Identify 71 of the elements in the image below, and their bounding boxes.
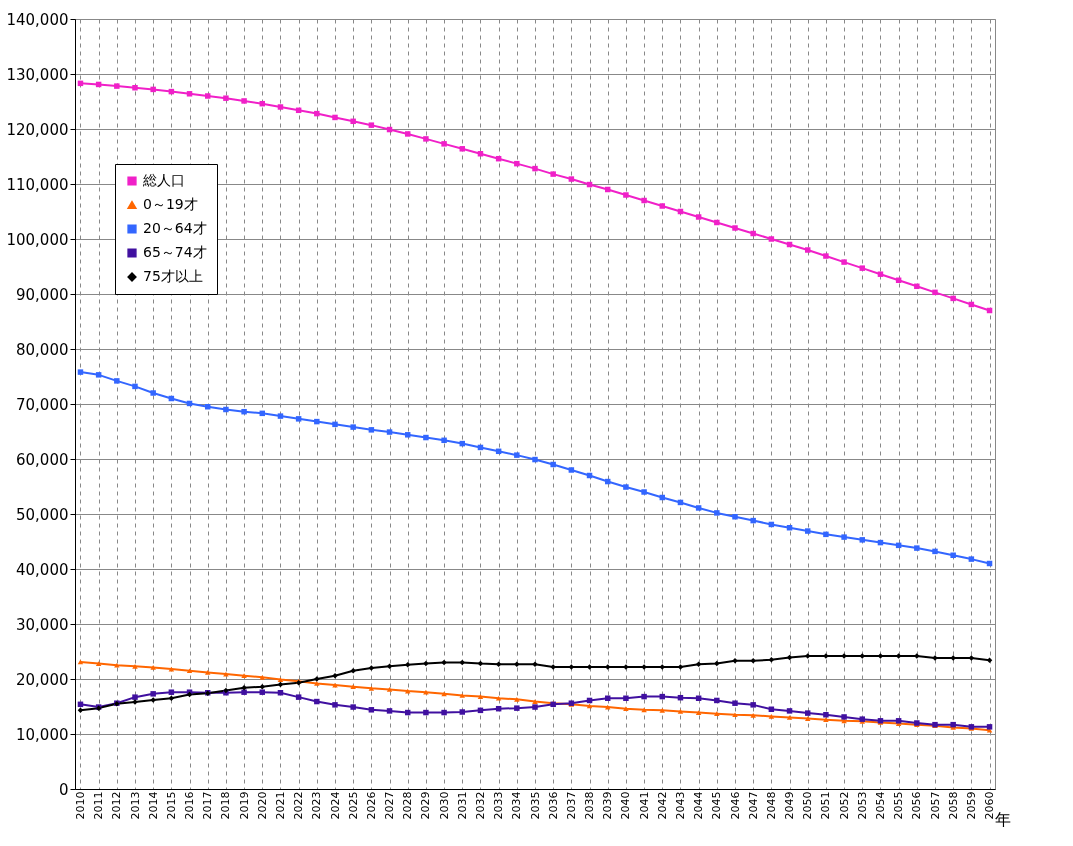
x-tick-label: 2050 xyxy=(801,791,815,820)
x-tick-label: 2039 xyxy=(601,791,615,820)
x-tick-label: 2021 xyxy=(273,791,287,820)
x-tick-label: 2047 xyxy=(746,791,760,820)
y-tick-label: 30,000 xyxy=(16,615,69,634)
y-tick-label: 110,000 xyxy=(6,175,69,194)
legend-label: 総人口 xyxy=(142,172,185,188)
x-tick-label: 2029 xyxy=(419,791,433,820)
x-tick-label: 2010 xyxy=(73,791,87,820)
x-tick-label: 2020 xyxy=(255,791,269,820)
x-tick-label: 2031 xyxy=(455,791,469,820)
y-tick-label: 90,000 xyxy=(16,285,69,304)
x-tick-label: 2056 xyxy=(910,791,924,820)
y-tick-label: 80,000 xyxy=(16,340,69,359)
x-tick-label: 2041 xyxy=(637,791,651,820)
x-tick-label: 2058 xyxy=(946,791,960,820)
x-tick-label: 2019 xyxy=(237,791,251,820)
x-tick-label: 2015 xyxy=(164,791,178,820)
x-tick-label: 2053 xyxy=(855,791,869,820)
legend-label: 75才以上 xyxy=(143,268,203,284)
x-tick-label: 2043 xyxy=(673,791,687,820)
x-tick-label: 2030 xyxy=(437,791,451,820)
y-tick-label: 70,000 xyxy=(16,395,69,414)
x-tick-label: 2048 xyxy=(764,791,778,820)
x-tick-label: 2026 xyxy=(364,791,378,820)
x-tick-label: 2012 xyxy=(110,791,124,820)
x-tick-label: 2016 xyxy=(183,791,197,820)
x-tick-label: 2059 xyxy=(964,791,978,820)
x-tick-label: 2038 xyxy=(583,791,597,820)
legend-label: 65～74才 xyxy=(143,244,207,260)
x-tick-label: 2044 xyxy=(692,791,706,820)
x-tick-label: 2035 xyxy=(528,791,542,820)
x-tick-label: 2049 xyxy=(783,791,797,820)
y-tick-label: 40,000 xyxy=(16,560,69,579)
y-tick-label: 0 xyxy=(58,780,69,799)
x-tick-label: 2032 xyxy=(473,791,487,820)
x-tick-label: 2054 xyxy=(873,791,887,820)
x-tick-label: 2046 xyxy=(728,791,742,820)
x-tick-label: 2022 xyxy=(292,791,306,820)
x-tick-label: 2034 xyxy=(510,791,524,820)
x-tick-label: 2052 xyxy=(837,791,851,820)
y-tick-label: 100,000 xyxy=(6,230,69,249)
x-tick-label: 2014 xyxy=(146,791,160,820)
x-tick-label: 2025 xyxy=(346,791,360,820)
legend-label: 20～64才 xyxy=(143,220,207,236)
x-tick-label: 2028 xyxy=(401,791,415,820)
x-tick-label: 2051 xyxy=(819,791,833,820)
x-tick-label: 2055 xyxy=(892,791,906,820)
x-tick-label: 2011 xyxy=(92,791,106,820)
x-tick-label: 2018 xyxy=(219,791,233,820)
y-tick-label: 10,000 xyxy=(16,725,69,744)
x-tick-label: 2027 xyxy=(383,791,397,820)
y-tick-label: 140,000 xyxy=(6,10,69,29)
x-tick-label: 2037 xyxy=(564,791,578,820)
x-tick-label: 2036 xyxy=(546,791,560,820)
x-tick-label: 2045 xyxy=(710,791,724,820)
x-tick-label: 2040 xyxy=(619,791,633,820)
y-tick-label: 60,000 xyxy=(16,450,69,469)
x-axis-title: 年 xyxy=(994,809,1011,829)
x-tick-label: 2033 xyxy=(492,791,506,820)
legend-label: 0～19才 xyxy=(143,196,198,212)
x-tick-label: 2042 xyxy=(655,791,669,820)
y-tick-label: 20,000 xyxy=(16,670,69,689)
x-tick-label: 2024 xyxy=(328,791,342,820)
x-tick-label: 2057 xyxy=(928,791,942,820)
y-tick-label: 120,000 xyxy=(6,120,69,139)
x-tick-label: 2023 xyxy=(310,791,324,820)
x-tick-label: 2013 xyxy=(128,791,142,820)
y-tick-label: 50,000 xyxy=(16,505,69,524)
y-tick-label: 130,000 xyxy=(6,65,69,84)
x-tick-label: 2017 xyxy=(201,791,215,820)
